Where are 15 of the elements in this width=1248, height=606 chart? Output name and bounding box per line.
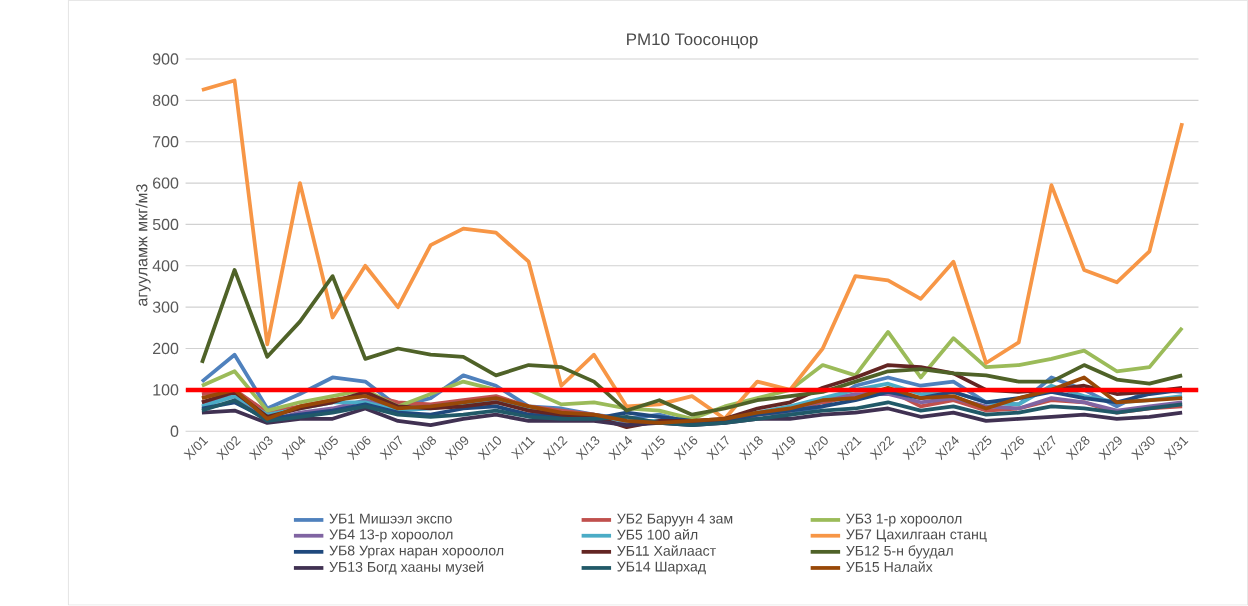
- line-series: [200, 326, 1185, 421]
- y-tick-label: 900: [152, 53, 179, 65]
- y-axis-title: агууламж мкг/м3: [135, 184, 151, 307]
- line-series: [200, 268, 1185, 417]
- y-tick-label: 0: [170, 425, 179, 438]
- y-tick-label: 800: [152, 94, 179, 107]
- y-tick-label: 300: [152, 301, 179, 314]
- y-tick-label: 200: [153, 343, 179, 355]
- y-tick-label: 500: [152, 219, 179, 231]
- y-tick-label: 100: [153, 384, 179, 396]
- y-tick-label: 600: [153, 177, 179, 189]
- chart-title: PM10 Тоосонцор: [627, 33, 758, 49]
- y-tick-label: 400: [152, 260, 179, 272]
- line-series: [200, 78, 1185, 421]
- y-tick-label: 700: [153, 136, 179, 148]
